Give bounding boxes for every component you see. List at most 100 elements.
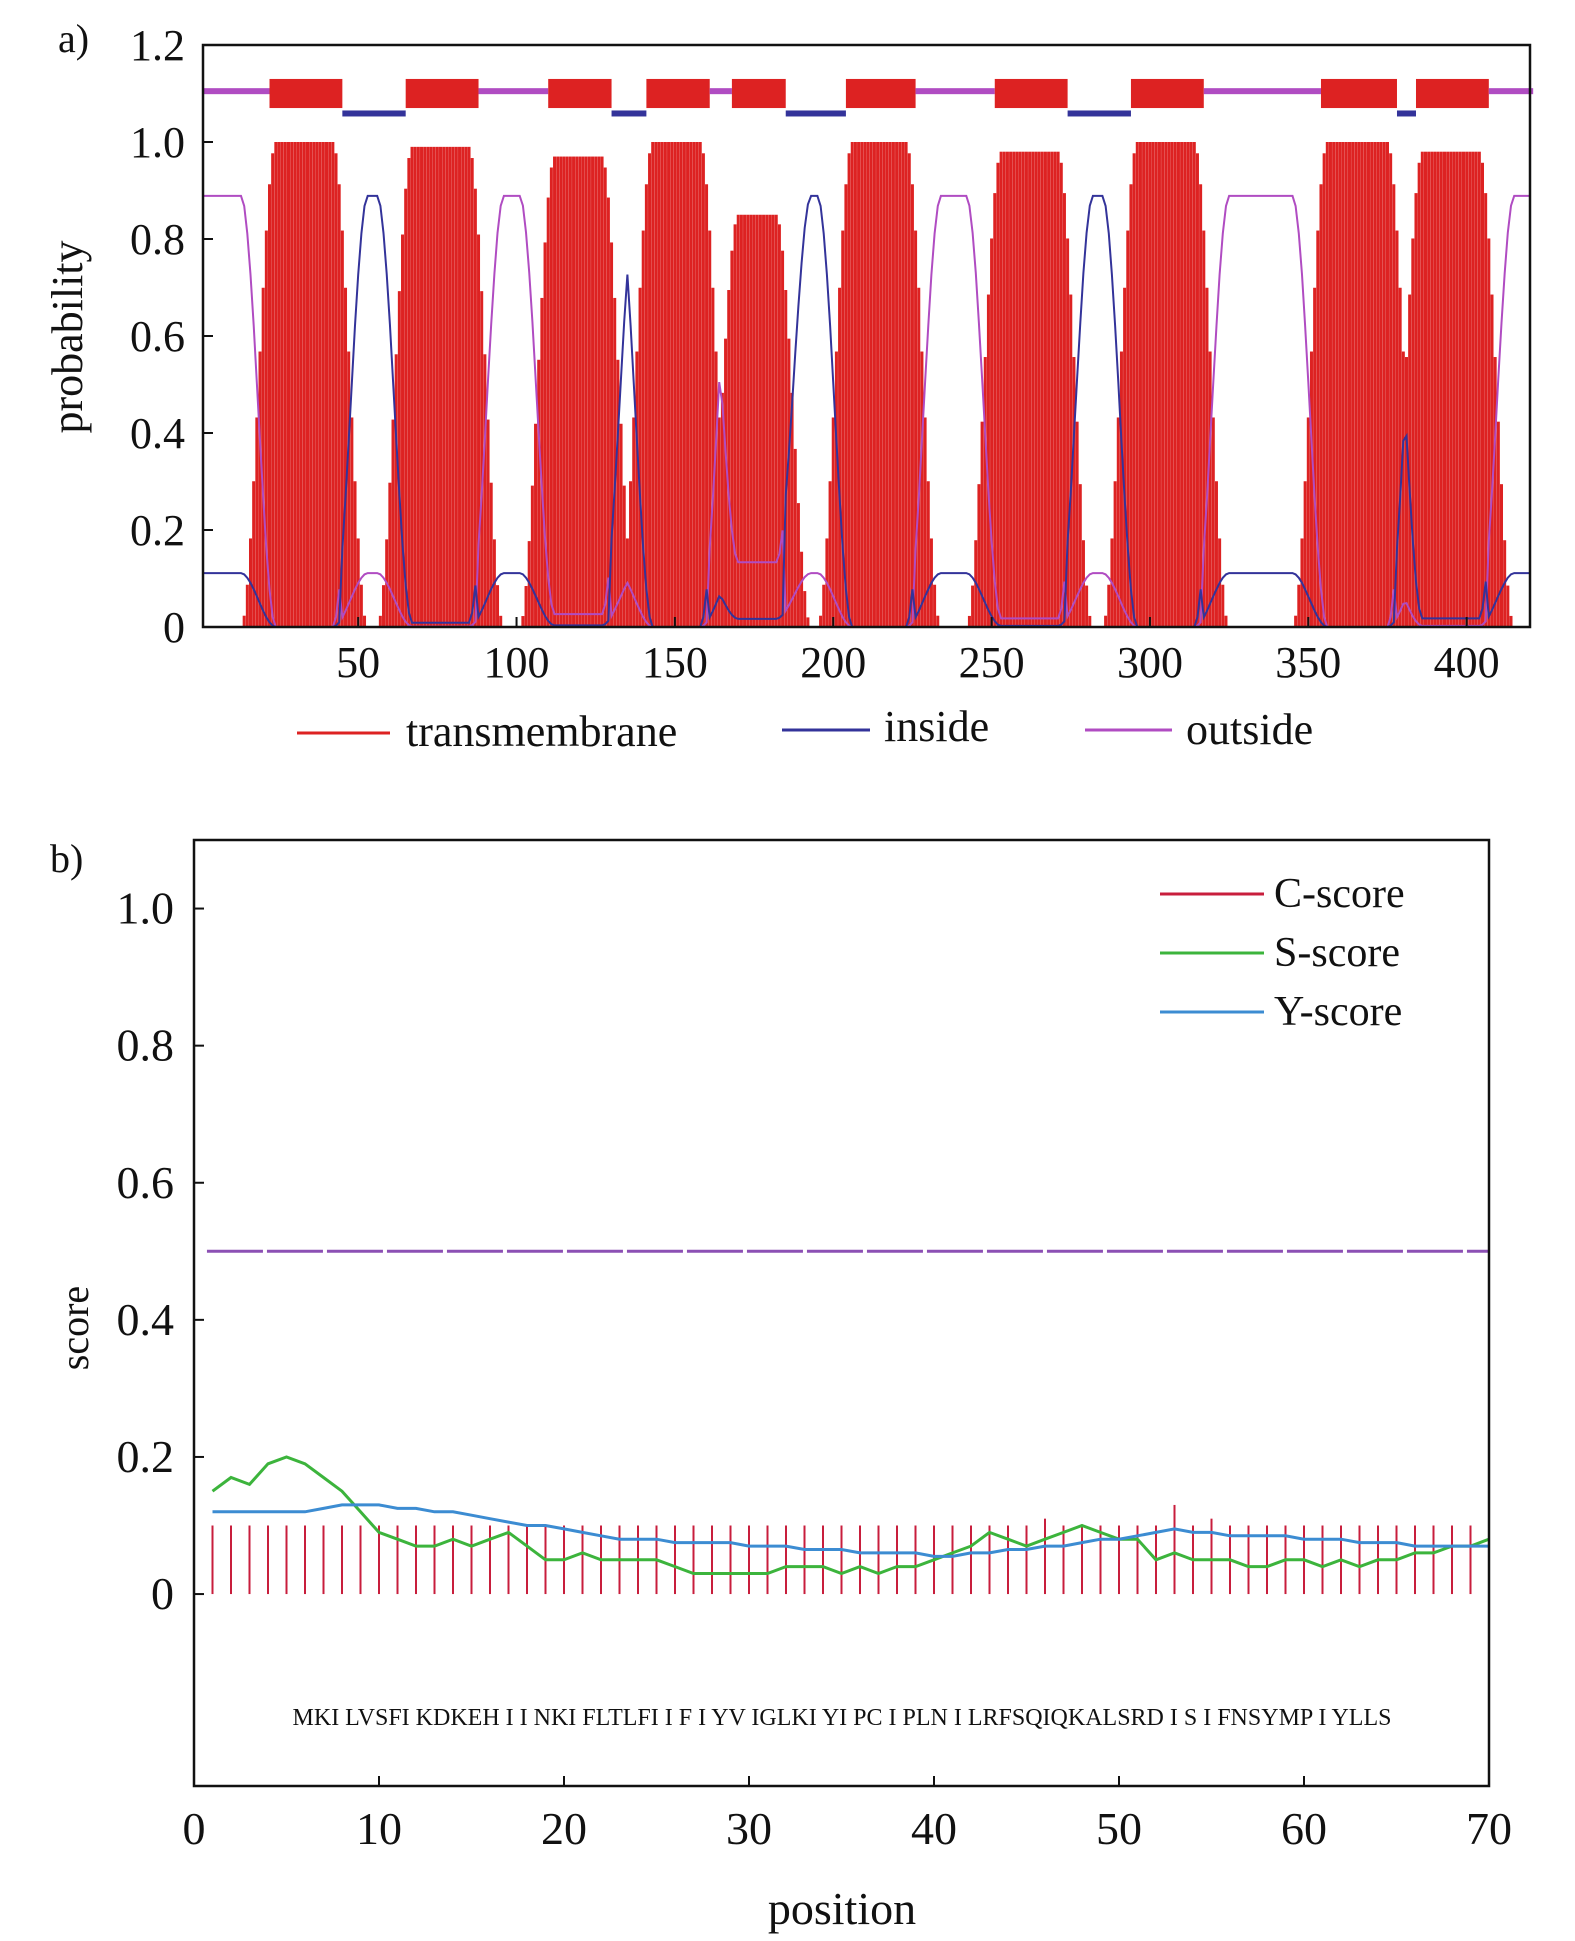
panel-a-topology-bar xyxy=(203,78,1534,117)
tm-probability-bar xyxy=(914,230,918,627)
tm-probability-bar xyxy=(1075,421,1079,627)
tm-probability-bar xyxy=(746,214,750,627)
tm-probability-bar xyxy=(1328,142,1332,627)
tm-probability-bar xyxy=(606,197,610,627)
tm-probability-bar xyxy=(448,146,452,627)
tm-probability-bar xyxy=(1471,151,1475,627)
topology-tm-segment xyxy=(731,78,786,109)
tm-probability-bar xyxy=(619,423,623,627)
tm-probability-bar xyxy=(1195,153,1199,627)
panel-b-c-score-bars xyxy=(211,1504,1490,1595)
tm-probability-bar xyxy=(1040,151,1044,627)
tm-probability-bar xyxy=(489,482,493,627)
tm-probability-bar xyxy=(727,290,731,627)
topology-outside-segment xyxy=(478,88,549,95)
tm-probability-bar xyxy=(1104,615,1108,627)
tm-probability-bar xyxy=(1119,351,1123,627)
tm-probability-bar xyxy=(739,214,743,627)
y-tick-label: 0.8 xyxy=(130,215,185,264)
tm-probability-bar xyxy=(1059,162,1063,628)
tm-probability-bar xyxy=(363,615,367,627)
tm-probability-bar xyxy=(391,419,395,627)
tm-probability-bar xyxy=(1319,184,1323,627)
x-tick-label: 200 xyxy=(800,638,866,687)
tm-probability-bar xyxy=(1395,230,1399,627)
tm-probability-bar xyxy=(416,146,420,627)
tm-probability-bar xyxy=(1385,142,1389,627)
tm-probability-bar xyxy=(749,214,753,627)
tm-probability-bar xyxy=(730,250,734,627)
tm-probability-bar xyxy=(844,184,848,627)
tm-probability-bar xyxy=(869,142,873,627)
tm-probability-bar xyxy=(445,146,449,627)
tm-probability-bar xyxy=(1480,162,1484,628)
tm-probability-bar xyxy=(537,359,541,627)
tm-probability-bar xyxy=(572,156,576,628)
tm-probability-bar xyxy=(382,585,386,627)
y-tick-label: 0.4 xyxy=(117,1294,175,1345)
tm-probability-bar xyxy=(724,338,728,627)
tm-probability-bar xyxy=(986,294,990,627)
tm-probability-bar xyxy=(1205,287,1209,627)
tm-probability-bar xyxy=(1129,184,1133,627)
topology-outside-segment xyxy=(1488,88,1534,95)
tm-probability-bar xyxy=(1423,151,1427,627)
tm-probability-bar xyxy=(245,584,249,627)
tm-probability-bar xyxy=(933,584,937,627)
tm-probability-bar xyxy=(1050,151,1054,627)
tm-probability-bar xyxy=(622,485,626,627)
y-score-line xyxy=(212,1503,1489,1558)
tm-probability-bar xyxy=(1499,484,1504,627)
tm-probability-bar xyxy=(841,230,845,627)
tm-probability-bar xyxy=(483,354,487,627)
tm-probability-bar xyxy=(290,142,294,627)
tm-probability-bar xyxy=(1142,142,1146,627)
tm-probability-bar xyxy=(283,142,287,627)
tm-probability-bar xyxy=(613,297,617,627)
tm-probability-bar xyxy=(331,142,335,627)
tm-probability-bar xyxy=(524,585,528,627)
tm-probability-bar xyxy=(530,485,534,627)
tm-probability-bar xyxy=(695,142,699,627)
tm-probability-bar xyxy=(834,351,838,627)
panel-b-y-axis-label: score xyxy=(52,1286,97,1370)
tm-probability-bar xyxy=(736,214,740,627)
tm-probability-bar xyxy=(1138,142,1142,627)
topology-tm-segment xyxy=(994,78,1068,109)
tm-probability-bar xyxy=(790,392,794,627)
tm-probability-bar xyxy=(1037,151,1041,627)
tm-probability-bar xyxy=(1347,142,1351,627)
tm-probability-bar xyxy=(857,142,861,627)
tm-probability-bar xyxy=(923,417,927,627)
tm-probability-bar xyxy=(1309,351,1313,627)
tm-probability-bar xyxy=(635,351,639,627)
panel-a-legend: transmembrane inside outside xyxy=(297,702,1313,756)
panel-a-transmembrane-bars xyxy=(242,142,1513,628)
panel-b-label: b) xyxy=(50,836,83,881)
tm-probability-bar xyxy=(1436,151,1440,627)
tm-probability-bar xyxy=(676,142,680,627)
tm-probability-bar xyxy=(1126,230,1130,627)
tm-probability-bar xyxy=(838,287,842,627)
tm-probability-bar xyxy=(1468,151,1472,627)
y-tick-label: 0.6 xyxy=(117,1157,175,1208)
tm-probability-bar xyxy=(616,359,620,627)
x-tick-label: 400 xyxy=(1434,638,1500,687)
tm-probability-bar xyxy=(866,142,870,627)
tm-probability-bar xyxy=(898,142,902,627)
tm-probability-bar xyxy=(831,417,835,627)
topology-outside-segment xyxy=(203,88,270,95)
tm-probability-bar xyxy=(1420,151,1424,627)
tm-probability-bar xyxy=(467,146,471,627)
tm-probability-bar xyxy=(1325,142,1329,627)
tm-probability-bar xyxy=(936,615,940,627)
tm-probability-bar xyxy=(698,142,702,627)
tm-probability-bar xyxy=(1427,151,1431,627)
tm-probability-bar xyxy=(872,142,876,627)
tm-probability-bar xyxy=(299,142,303,627)
tm-probability-bar xyxy=(632,417,636,627)
tm-probability-bar xyxy=(1379,142,1383,627)
tm-probability-bar xyxy=(648,153,652,627)
tm-probability-bar xyxy=(1373,142,1377,627)
legend-y-score-label: Y-score xyxy=(1274,989,1402,1035)
